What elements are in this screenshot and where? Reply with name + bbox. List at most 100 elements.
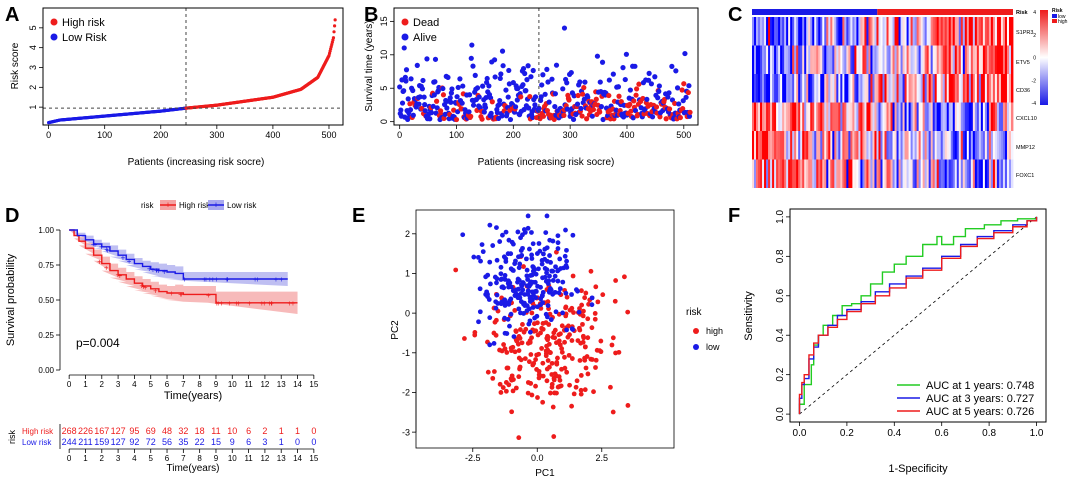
heatmap-cell: [982, 45, 986, 74]
heatmap-cell: [930, 159, 934, 188]
heatmap-cell: [754, 17, 757, 46]
survival-point: [589, 113, 595, 119]
risk-table-cell: 72: [146, 437, 156, 447]
survival-point: [489, 99, 495, 105]
heatmap-cell: [1010, 45, 1014, 74]
km-censor-mark: +: [260, 299, 265, 308]
heatmap-cell: [806, 45, 809, 74]
heatmap-cell: [930, 45, 934, 74]
heatmap-cell: [990, 159, 994, 188]
km-censor-mark: +: [154, 266, 159, 275]
heatmap-cell: [1004, 45, 1008, 74]
heatmap-cell: [756, 17, 759, 46]
heatmap-cell: [892, 131, 895, 160]
pca-point-high: [546, 364, 552, 370]
km-legend-label-high: High risk: [179, 201, 211, 210]
heatmap-cell: [934, 45, 938, 74]
pca-point-low: [524, 303, 530, 309]
pca-point-high: [529, 310, 535, 316]
km-censor-mark: +: [153, 286, 158, 295]
heatmap-cell: [986, 17, 990, 46]
pca-point-high: [591, 389, 596, 395]
survival-point: [499, 48, 506, 54]
survival-point: [407, 107, 414, 113]
heatmap-cell: [982, 17, 986, 46]
heatmap-cell: [828, 74, 831, 103]
heatmap-cell: [834, 159, 837, 188]
heatmap-cell: [986, 74, 990, 103]
heatmap-cell: [830, 45, 833, 74]
heatmap-cell: [1006, 45, 1010, 74]
pca-point-high: [625, 403, 631, 408]
risk-table-x-tick-label: 6: [165, 454, 170, 463]
heatmap-cell: [964, 131, 968, 160]
heatmap-cell: [790, 45, 793, 74]
survival-point: [648, 81, 655, 87]
heatmap-cell: [788, 17, 791, 46]
heatmap-cell: [898, 17, 901, 46]
km-censor-mark: +: [154, 266, 159, 275]
survival-point: [680, 106, 686, 112]
heatmap-cell: [892, 45, 895, 74]
survival-point: [434, 98, 440, 104]
heatmap-cell: [904, 159, 907, 188]
roc-curve-1y: [798, 216, 1038, 415]
km-censor-mark: +: [253, 275, 258, 284]
heatmap-cell: [824, 17, 827, 46]
survival-point: [616, 93, 622, 99]
heatmap-cell: [928, 159, 932, 188]
heatmap-cell: [1000, 159, 1004, 188]
heatmap-cell: [920, 17, 924, 46]
heatmap-cell: [868, 45, 871, 74]
survival-point: [417, 94, 423, 100]
survival-point: [407, 101, 413, 107]
heatmap-cell: [936, 131, 940, 160]
pca-point-low: [525, 277, 531, 282]
heatmap-cell: [756, 102, 759, 131]
heatmap-cell: [974, 45, 978, 74]
panel-f-legend: AUC at 1 years: 0.748 AUC at 3 years: 0.…: [897, 380, 1034, 418]
survival-point: [672, 100, 678, 107]
pca-point-high: [500, 385, 506, 390]
heatmap-cell: [920, 131, 924, 160]
heatmap-cell: [932, 131, 936, 160]
heatmap-cell: [780, 74, 783, 103]
heatmap-cell: [768, 45, 771, 74]
survival-point: [419, 86, 426, 92]
heatmap-cell: [786, 131, 789, 160]
panel-b-y-tick-label: 10: [379, 50, 389, 60]
pca-point-low: [515, 229, 521, 235]
heatmap-cell: [766, 159, 769, 188]
survival-point: [499, 113, 505, 119]
heatmap-cell: [946, 102, 950, 131]
pca-point-high: [536, 368, 542, 374]
heatmap-cell: [892, 17, 895, 46]
heatmap-cell: [912, 17, 916, 46]
survival-point: [544, 107, 551, 114]
pca-point-high: [540, 321, 546, 326]
survival-point: [440, 85, 446, 92]
survival-point: [491, 57, 498, 63]
heatmap-cell: [960, 159, 964, 188]
heatmap-cell: [796, 17, 799, 46]
pca-legend-label-low: low: [706, 342, 720, 352]
heatmap-cell: [986, 131, 990, 160]
heatmap-cell: [862, 102, 865, 131]
pca-point-high: [582, 295, 588, 301]
heatmap-cell: [938, 74, 942, 103]
survival-point: [405, 96, 411, 102]
heatmap-cell: [976, 131, 980, 160]
survival-point: [620, 65, 626, 71]
risk-table-cell: 0: [311, 437, 316, 447]
panel-e-y-tick-label: 2: [405, 229, 410, 239]
pca-point-low: [518, 290, 524, 296]
heatmap-group-legend-swatch-low: [1052, 14, 1057, 18]
heatmap-cell: [760, 159, 763, 188]
heatmap-cell: [800, 45, 803, 74]
heatmap-cell: [890, 159, 893, 188]
pca-point-low: [576, 309, 582, 315]
heatmap-cell: [942, 74, 946, 103]
heatmap-cell: [950, 74, 954, 103]
heatmap-cell: [842, 17, 845, 46]
